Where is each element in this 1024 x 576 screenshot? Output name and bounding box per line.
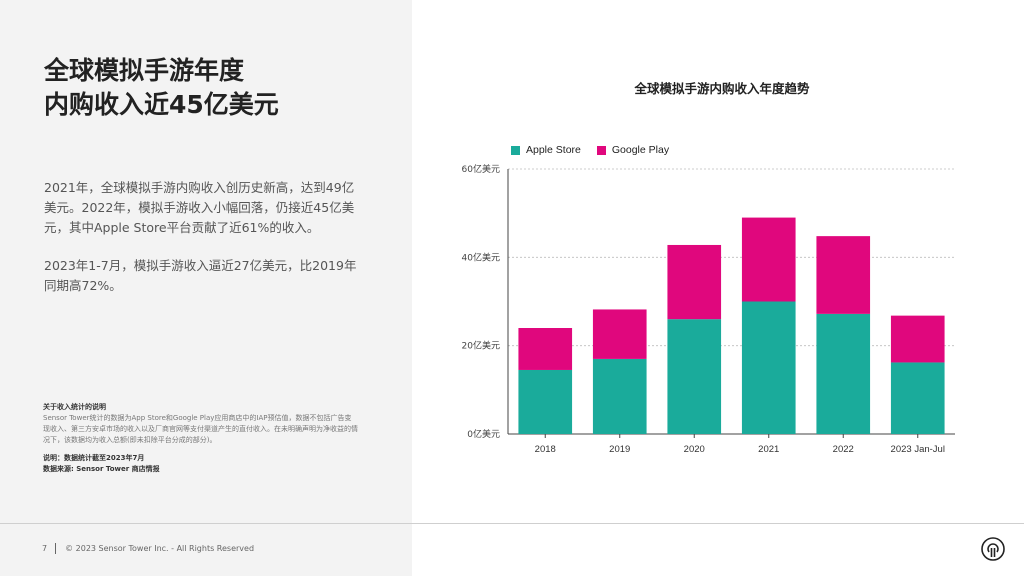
bar-google	[667, 244, 722, 320]
x-tick-label: 2022	[833, 444, 854, 455]
bar-google	[816, 236, 871, 314]
chart-title: 全球模拟手游内购收入年度趋势	[634, 81, 810, 96]
footer: 7 © 2023 Sensor Tower Inc. - All Rights …	[42, 543, 254, 554]
chart-legend: Apple Store Google Play	[511, 144, 685, 156]
x-tick-label: 2018	[535, 444, 556, 455]
footer-separator	[55, 543, 57, 554]
x-tick-label: 2021	[758, 444, 779, 455]
x-tick-label: 2023 Jan-Jul	[891, 444, 945, 455]
footer-divider	[0, 523, 1024, 524]
copyright-text: © 2023 Sensor Tower Inc. - All Rights Re…	[65, 544, 255, 553]
headline: 全球模拟手游年度 内购收入近45亿美元	[44, 54, 384, 122]
bar-apple	[518, 369, 573, 434]
y-tick-label: 20亿美元	[462, 340, 500, 352]
bar-google	[518, 328, 573, 370]
bar-google	[890, 315, 945, 363]
body-paragraph-2: 2023年1-7月，模拟手游收入逼近27亿美元，比2019年同期高72%。	[44, 258, 357, 293]
y-tick-label: 0亿美元	[467, 428, 500, 440]
legend-item-google: Google Play	[596, 144, 670, 156]
bar-apple	[592, 358, 647, 434]
bar-apple	[890, 362, 945, 434]
headline-line-2: 内购收入近45亿美元	[44, 90, 279, 119]
x-tick-label: 2020	[684, 444, 705, 455]
left-panel: 全球模拟手游年度 内购收入近45亿美元 2021年，全球模拟手游内购收入创历史新…	[0, 0, 412, 576]
notes-source-line: 数据来源: Sensor Tower 商店情报	[43, 465, 160, 473]
legend-label-google: Google Play	[611, 144, 670, 156]
bar-apple	[741, 301, 796, 434]
legend-swatch-apple	[511, 145, 520, 155]
y-tick-label: 60亿美元	[462, 163, 500, 175]
bar-google	[741, 217, 796, 302]
headline-line-1: 全球模拟手游年度	[44, 56, 245, 85]
page-number: 7	[42, 544, 48, 553]
legend-item-apple: Apple Store	[511, 144, 581, 156]
notes-date-line: 说明：数据统计截至2023年7月	[43, 454, 145, 462]
notes-text: Sensor Tower统计的数据为App Store和Google Play应…	[43, 414, 358, 444]
legend-swatch-google	[596, 145, 606, 155]
body-paragraph-1: 2021年，全球模拟手游内购收入创历史新高，达到49亿美元。2022年，模拟手游…	[44, 180, 355, 235]
bar-google	[592, 309, 647, 359]
notes-heading: 关于收入统计的说明	[43, 403, 106, 411]
x-tick-label: 2019	[609, 444, 630, 455]
legend-label-apple: Apple Store	[526, 144, 581, 156]
y-tick-label: 40亿美元	[462, 251, 500, 263]
bar-apple	[667, 319, 722, 434]
sensor-tower-logo-icon	[981, 537, 1005, 561]
stacked-bar-chart: 0亿美元 20亿美元 40亿美元 60亿美元 2018 2019 2020 2021 2022 2…	[462, 163, 955, 455]
bar-apple	[816, 313, 871, 434]
notes-block: 关于收入统计的说明 Sensor Tower统计的数据为App Store和Go…	[43, 402, 358, 475]
